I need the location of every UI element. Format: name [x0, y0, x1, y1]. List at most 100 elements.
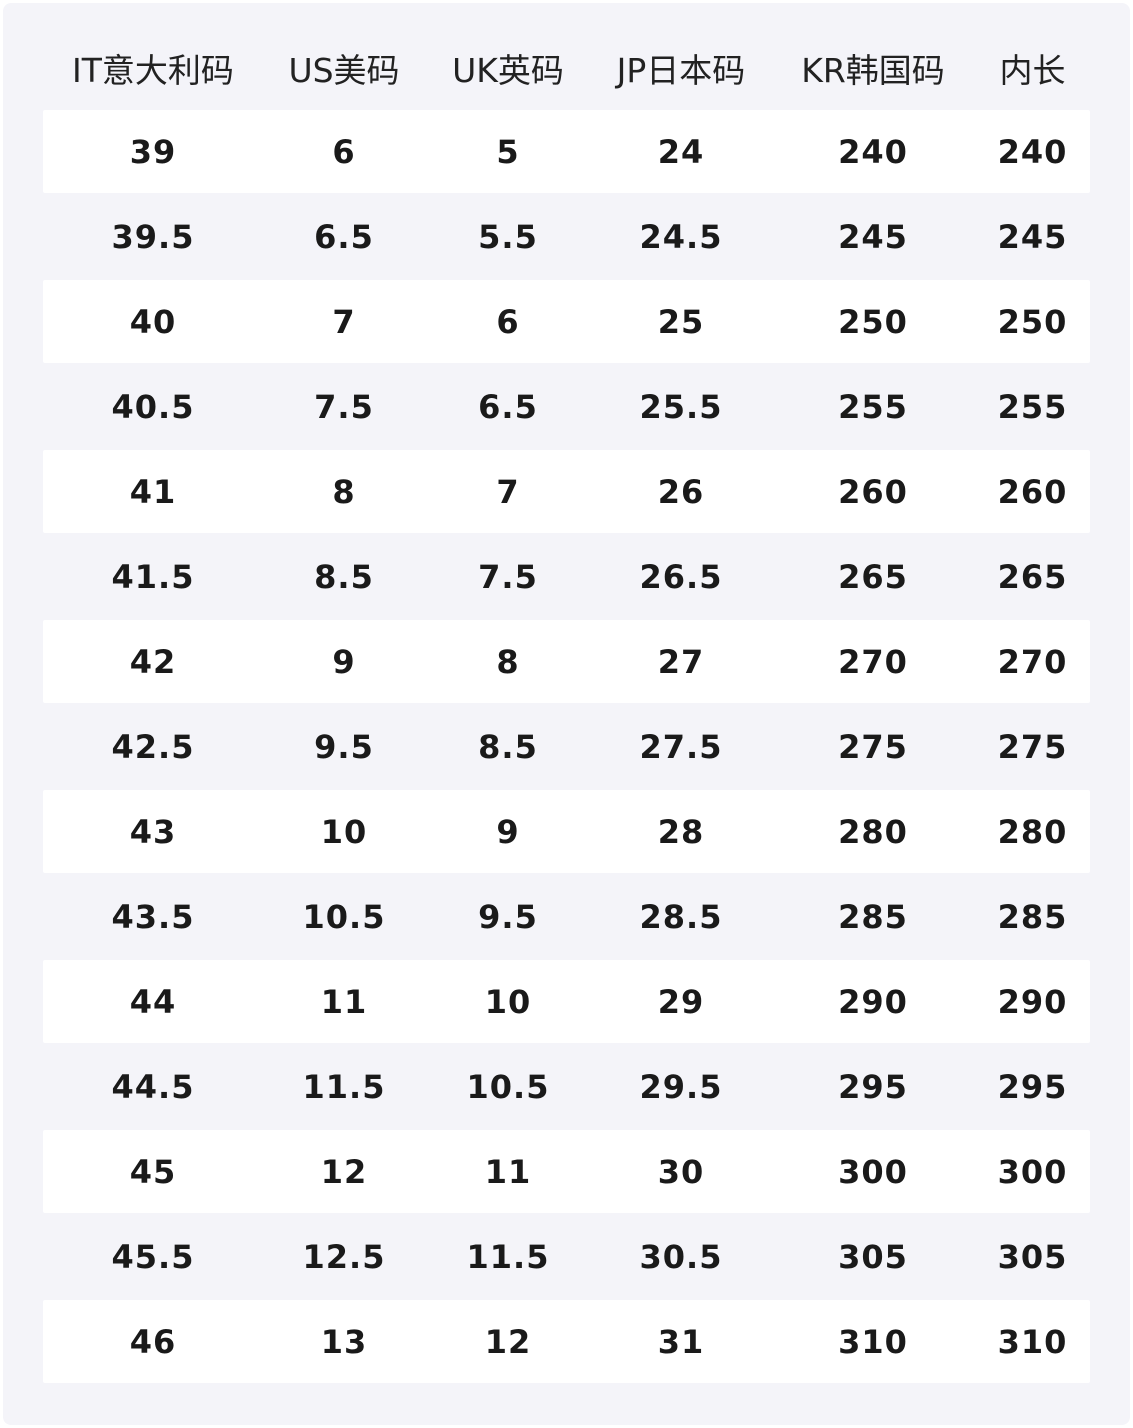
table-row: 41 8 7 26 260 260	[43, 450, 1090, 533]
table-cell: 24	[657, 132, 705, 171]
column-header: US美码	[288, 50, 400, 90]
table-cell: 39	[129, 132, 177, 171]
table-cell: 9	[332, 642, 356, 681]
table-cell: 250	[838, 302, 908, 341]
column-header: KR韩国码	[801, 50, 945, 90]
table-row: 45 12 11 30 300 300	[43, 1130, 1090, 1213]
table-cell: 44.5	[111, 1067, 195, 1106]
table-cell: 270	[838, 642, 908, 681]
table-cell: 45	[129, 1152, 177, 1191]
table-cell: 265	[997, 557, 1068, 596]
table-cell: 5.5	[478, 217, 538, 256]
table-cell: 10.5	[466, 1067, 550, 1106]
table-cell: 290	[838, 982, 908, 1021]
table-cell: 26.5	[639, 557, 723, 596]
table-cell: 46	[129, 1322, 177, 1361]
table-cell: 250	[997, 302, 1068, 341]
table-cell: 43.5	[111, 897, 195, 936]
table-cell: 43	[129, 812, 177, 851]
table-row: 39 6 5 24 240 240	[43, 110, 1090, 193]
table-cell: 8.5	[314, 557, 374, 596]
column-header: JP日本码	[616, 50, 746, 90]
table-cell: 29.5	[639, 1067, 723, 1106]
table-cell: 255	[997, 387, 1068, 426]
table-cell: 285	[838, 897, 908, 936]
table-cell: 30.5	[639, 1237, 723, 1276]
column-header: 内长	[999, 50, 1066, 90]
table-cell: 27	[657, 642, 705, 681]
table-cell: 25	[657, 302, 705, 341]
table-cell: 290	[997, 982, 1068, 1021]
table-row: 42.5 9.5 8.5 27.5 275 275	[43, 705, 1090, 788]
table-cell: 41.5	[111, 557, 195, 596]
table-cell: 6	[496, 302, 520, 341]
table-row: 39.5 6.5 5.5 24.5 245 245	[43, 195, 1090, 278]
table-cell: 7	[332, 302, 356, 341]
table-row: 45.5 12.5 11.5 30.5 305 305	[43, 1215, 1090, 1298]
table-cell: 240	[838, 132, 908, 171]
table-cell: 11.5	[302, 1067, 386, 1106]
table-cell: 42.5	[111, 727, 195, 766]
table-row: 41.5 8.5 7.5 26.5 265 265	[43, 535, 1090, 618]
column-header: IT意大利码	[72, 50, 234, 90]
table-cell: 270	[997, 642, 1068, 681]
table-cell: 25.5	[639, 387, 723, 426]
table-cell: 29	[657, 982, 705, 1021]
table-cell: 40	[129, 302, 177, 341]
table-cell: 31	[657, 1322, 705, 1361]
table-row: 46 13 12 31 310 310	[43, 1300, 1090, 1383]
table-cell: 260	[997, 472, 1068, 511]
table-cell: 10	[320, 812, 368, 851]
table-cell: 11.5	[466, 1237, 550, 1276]
table-cell: 5	[496, 132, 520, 171]
table-cell: 10.5	[302, 897, 386, 936]
table-row: 40.5 7.5 6.5 25.5 255 255	[43, 365, 1090, 448]
table-cell: 7.5	[314, 387, 374, 426]
table-cell: 40.5	[111, 387, 195, 426]
table-cell: 300	[838, 1152, 908, 1191]
table-cell: 265	[838, 557, 908, 596]
table-cell: 6	[332, 132, 356, 171]
table-cell: 30	[657, 1152, 705, 1191]
table-cell: 240	[997, 132, 1068, 171]
table-row: 43 10 9 28 280 280	[43, 790, 1090, 873]
table-cell: 26	[657, 472, 705, 511]
table-cell: 12	[484, 1322, 532, 1361]
table-cell: 41	[129, 472, 177, 511]
table-cell: 7	[496, 472, 520, 511]
table-cell: 10	[484, 982, 532, 1021]
table-cell: 8	[496, 642, 520, 681]
table-row: 40 7 6 25 250 250	[43, 280, 1090, 363]
table-row: 42 9 8 27 270 270	[43, 620, 1090, 703]
table-cell: 295	[997, 1067, 1068, 1106]
table-cell: 310	[838, 1322, 908, 1361]
table-cell: 280	[838, 812, 908, 851]
table-cell: 300	[997, 1152, 1068, 1191]
table-cell: 9	[496, 812, 520, 851]
table-cell: 245	[838, 217, 908, 256]
table-cell: 44	[129, 982, 177, 1021]
table-cell: 305	[997, 1237, 1068, 1276]
table-cell: 12.5	[302, 1237, 386, 1276]
table-cell: 255	[838, 387, 908, 426]
table-cell: 275	[838, 727, 908, 766]
table-cell: 11	[320, 982, 368, 1021]
table-cell: 42	[129, 642, 177, 681]
table-cell: 13	[320, 1322, 368, 1361]
table-cell: 6.5	[478, 387, 538, 426]
table-cell: 245	[997, 217, 1068, 256]
table-cell: 39.5	[111, 217, 195, 256]
table-row: 44.5 11.5 10.5 29.5 295 295	[43, 1045, 1090, 1128]
table-cell: 8.5	[478, 727, 538, 766]
table-cell: 28.5	[639, 897, 723, 936]
table-cell: 8	[332, 472, 356, 511]
table-cell: 7.5	[478, 557, 538, 596]
table-header: IT意大利码 US美码 UK英码 JP日本码 KR韩国码 内长	[43, 40, 1090, 95]
table-cell: 45.5	[111, 1237, 195, 1276]
table-cell: 305	[838, 1237, 908, 1276]
table-row: 44 11 10 29 290 290	[43, 960, 1090, 1043]
table-cell: 11	[484, 1152, 532, 1191]
table-cell: 9.5	[478, 897, 538, 936]
table-cell: 9.5	[314, 727, 374, 766]
table-cell: 275	[997, 727, 1068, 766]
